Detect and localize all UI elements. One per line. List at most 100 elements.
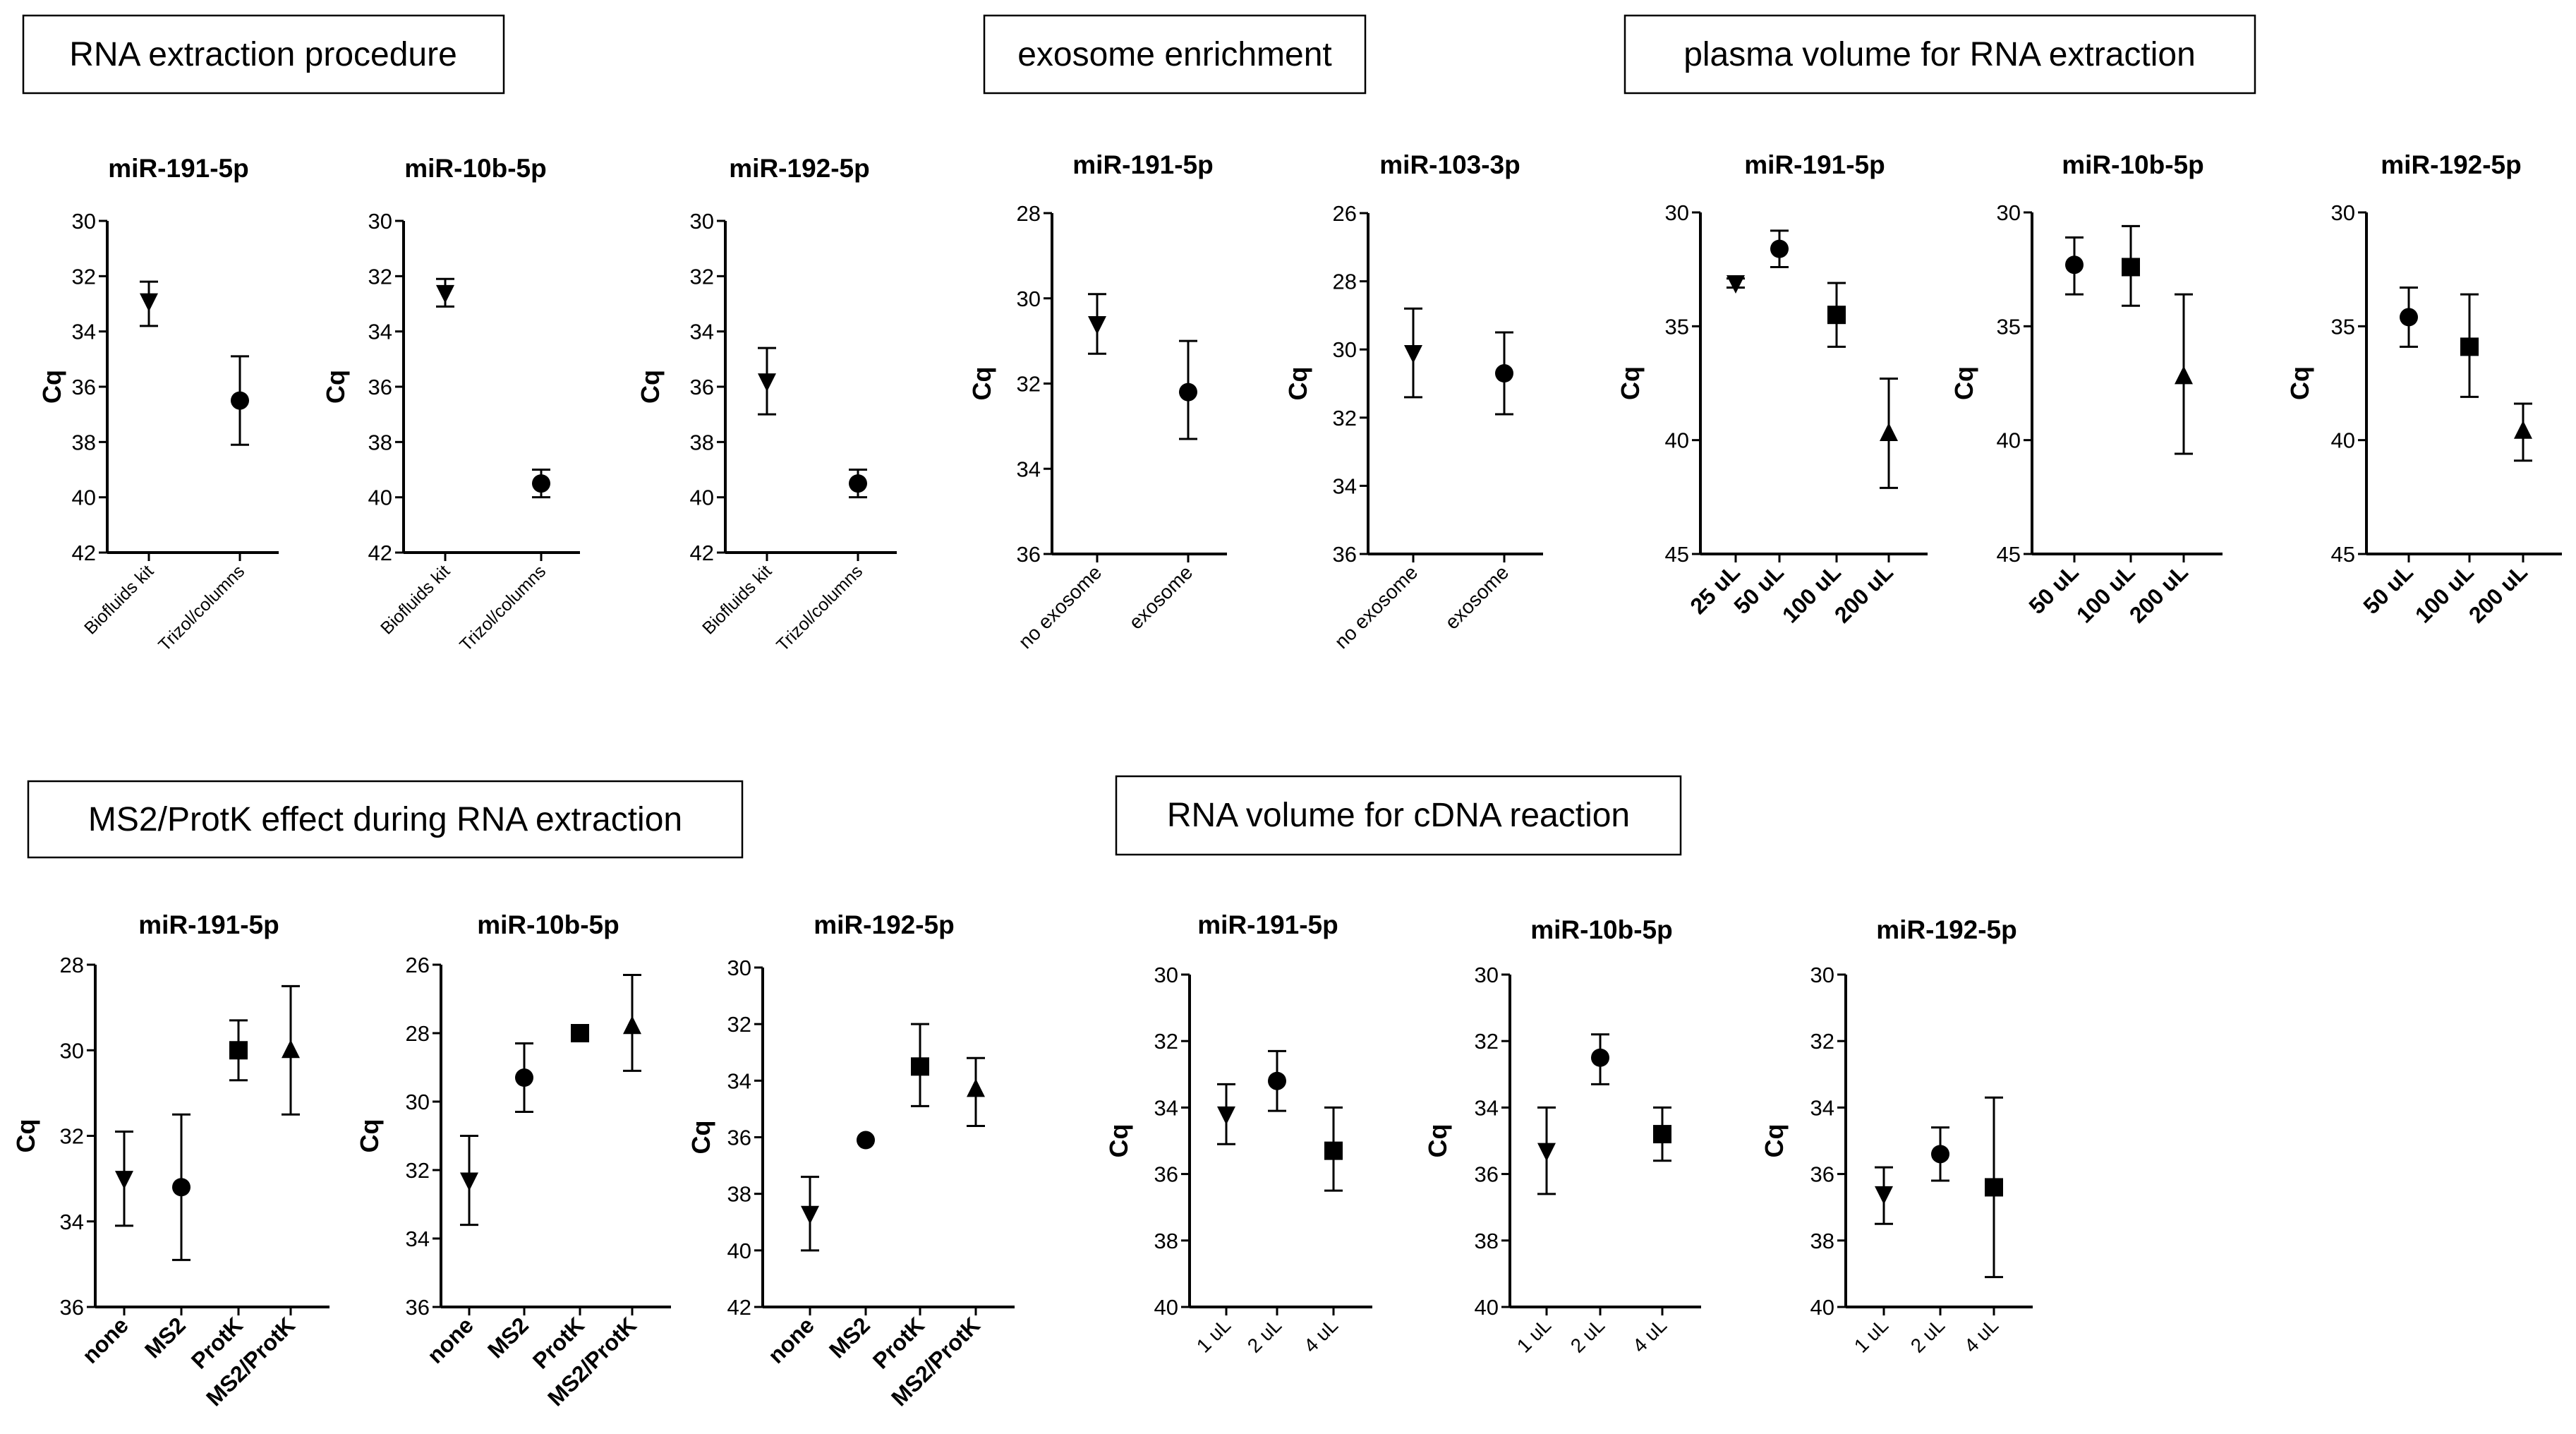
y-tick-label: 30 bbox=[2331, 200, 2355, 225]
circle-marker bbox=[849, 474, 867, 493]
y-tick-label: 38 bbox=[368, 430, 392, 454]
y-tick-label: 40 bbox=[1154, 1295, 1178, 1320]
chart-title: miR-10b-5p bbox=[2062, 150, 2203, 179]
y-tick-label: 36 bbox=[1810, 1162, 1834, 1187]
triangle-down-marker bbox=[758, 373, 776, 392]
data-point bbox=[460, 1135, 478, 1227]
y-tick-label: 34 bbox=[1333, 474, 1357, 498]
y-tick-label: 28 bbox=[1333, 270, 1357, 294]
section-box-plasma-volume: plasma volume for RNA extraction bbox=[1623, 14, 2256, 95]
triangle-down-marker bbox=[140, 293, 158, 312]
data-point bbox=[2175, 293, 2193, 455]
y-tick-label: 34 bbox=[406, 1227, 430, 1251]
y-tick-label: 34 bbox=[368, 320, 392, 344]
circle-marker bbox=[231, 391, 249, 410]
y-tick-label: 40 bbox=[690, 486, 714, 510]
section-box-rna-volume-cdna: RNA volume for cDNA reaction bbox=[1115, 775, 1682, 856]
y-axis-title: Cq bbox=[1616, 366, 1645, 400]
triangle-down-marker bbox=[1217, 1106, 1235, 1125]
y-axis-title: Cq bbox=[1760, 1124, 1789, 1158]
y-tick-label: 36 bbox=[72, 375, 96, 399]
square-marker bbox=[229, 1041, 248, 1060]
data-point bbox=[1770, 229, 1789, 268]
triangle-down-marker bbox=[1088, 315, 1106, 335]
data-point bbox=[282, 984, 300, 1116]
y-axis-title: Cq bbox=[37, 370, 66, 404]
triangle-down-marker bbox=[460, 1172, 478, 1191]
y-axis-title: Cq bbox=[1949, 366, 1978, 400]
square-marker bbox=[1653, 1125, 1671, 1144]
y-tick-label: 32 bbox=[1810, 1029, 1834, 1054]
data-point bbox=[758, 347, 776, 416]
y-tick-label: 35 bbox=[1997, 314, 2021, 339]
data-point bbox=[1268, 1049, 1286, 1112]
y-tick-label: 34 bbox=[60, 1210, 84, 1234]
square-marker bbox=[1985, 1178, 2003, 1197]
y-axis-title: Cq bbox=[967, 367, 996, 401]
data-point bbox=[2514, 402, 2532, 462]
data-point bbox=[2460, 293, 2479, 398]
y-tick-label: 30 bbox=[1475, 963, 1499, 987]
y-tick-label: 26 bbox=[1333, 201, 1357, 226]
square-marker bbox=[1827, 306, 1846, 325]
y-tick-label: 34 bbox=[1475, 1095, 1499, 1120]
y-tick-label: 45 bbox=[1997, 542, 2021, 567]
data-point bbox=[515, 1042, 533, 1114]
data-point bbox=[2065, 236, 2084, 296]
y-tick-label: 35 bbox=[1665, 314, 1689, 339]
y-axis-title: Cq bbox=[1283, 367, 1312, 401]
y-tick-label: 30 bbox=[1810, 963, 1834, 987]
chart-title: miR-192-5p bbox=[2381, 150, 2521, 179]
y-tick-label: 30 bbox=[1154, 963, 1178, 987]
data-point bbox=[1179, 339, 1197, 440]
y-tick-label: 34 bbox=[690, 320, 714, 344]
data-point bbox=[231, 355, 249, 446]
y-tick-label: 36 bbox=[1017, 542, 1041, 567]
triangle-up-marker bbox=[967, 1078, 985, 1097]
data-point bbox=[140, 280, 158, 327]
y-tick-label: 32 bbox=[72, 264, 96, 289]
section-title: MS2/ProtK effect during RNA extraction bbox=[88, 801, 682, 838]
y-tick-label: 35 bbox=[2331, 314, 2355, 339]
y-axis-title: Cq bbox=[636, 370, 665, 404]
y-tick-label: 42 bbox=[727, 1295, 751, 1320]
section-box-rna-extraction-procedure: RNA extraction procedure bbox=[22, 14, 505, 95]
y-tick-label: 32 bbox=[1154, 1029, 1178, 1054]
data-point bbox=[849, 469, 867, 499]
triangle-up-marker bbox=[282, 1040, 300, 1059]
y-tick-label: 38 bbox=[727, 1182, 751, 1207]
y-tick-label: 32 bbox=[1333, 406, 1357, 430]
y-tick-label: 38 bbox=[1810, 1229, 1834, 1253]
section-box-ms2-protk: MS2/ProtK effect during RNA extraction bbox=[27, 780, 744, 859]
y-tick-label: 40 bbox=[368, 486, 392, 510]
data-point bbox=[1404, 307, 1422, 399]
circle-marker bbox=[2065, 255, 2084, 275]
section-title: RNA volume for cDNA reaction bbox=[1167, 797, 1630, 834]
y-tick-label: 28 bbox=[1017, 201, 1041, 226]
y-tick-label: 36 bbox=[727, 1126, 751, 1150]
y-tick-label: 42 bbox=[690, 541, 714, 565]
y-tick-label: 42 bbox=[368, 541, 392, 565]
y-tick-label: 30 bbox=[1333, 337, 1357, 362]
square-marker bbox=[2460, 337, 2479, 356]
circle-marker bbox=[1931, 1145, 1949, 1164]
data-point bbox=[1985, 1096, 2003, 1279]
triangle-up-marker bbox=[2175, 366, 2193, 385]
circle-marker bbox=[1495, 364, 1513, 383]
chart-title: miR-192-5p bbox=[1876, 915, 2016, 944]
y-tick-label: 36 bbox=[1333, 542, 1357, 567]
y-tick-label: 45 bbox=[1665, 542, 1689, 567]
y-tick-label: 36 bbox=[60, 1295, 84, 1320]
data-point bbox=[1495, 331, 1513, 416]
data-point bbox=[623, 974, 641, 1072]
data-point bbox=[532, 469, 550, 499]
y-axis-title: Cq bbox=[687, 1121, 715, 1155]
circle-marker bbox=[1179, 382, 1197, 402]
chart-title: miR-191-5p bbox=[138, 910, 279, 939]
y-tick-label: 30 bbox=[72, 209, 96, 234]
square-marker bbox=[911, 1057, 929, 1076]
y-tick-label: 36 bbox=[368, 375, 392, 399]
y-tick-label: 40 bbox=[1475, 1295, 1499, 1320]
y-axis-title: Cq bbox=[1104, 1124, 1133, 1158]
